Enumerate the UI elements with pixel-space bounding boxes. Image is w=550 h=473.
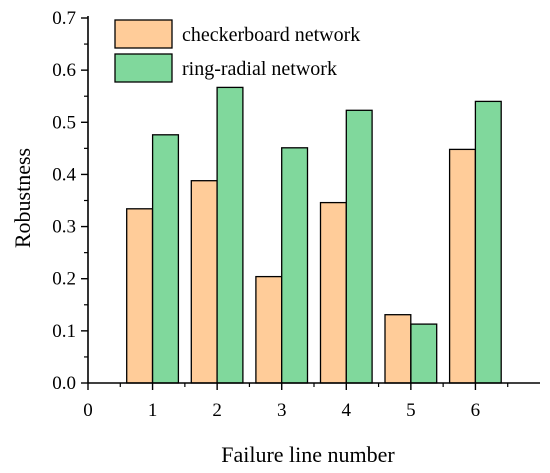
- legend-label-ring-radial: ring-radial network: [182, 58, 337, 80]
- bar-checkerboard-4: [319, 201, 347, 384]
- x-tick-label: 1: [148, 400, 158, 421]
- legend: checkerboard network ring-radial network: [114, 19, 360, 83]
- y-tick-label: 0.7: [52, 8, 76, 29]
- y-tick-label: 0.0: [52, 373, 76, 394]
- bars-group: [126, 86, 502, 384]
- x-axis-title: Failure line number: [221, 442, 395, 467]
- y-tick-label: 0.6: [52, 60, 76, 81]
- x-tick-label: 2: [212, 400, 222, 421]
- y-tick-label: 0.2: [52, 269, 76, 290]
- y-tick-label: 0.5: [52, 112, 76, 133]
- bar-checkerboard-3: [255, 275, 283, 384]
- bar-ring-radial-3: [281, 147, 309, 384]
- bar-ring-radial-5: [410, 323, 438, 384]
- legend-swatch-checkerboard: [114, 19, 173, 49]
- bar-ring-radial-1: [151, 134, 180, 384]
- bar-ring-radial-2: [216, 86, 244, 384]
- bar-checkerboard-1: [126, 208, 154, 384]
- bar-checkerboard-5: [384, 314, 412, 384]
- x-tick-label: 4: [342, 400, 352, 421]
- bar-checkerboard-6: [448, 148, 477, 384]
- y-tick-label: 0.3: [52, 217, 76, 238]
- y-axis-title: Robustness: [10, 148, 35, 248]
- legend-label-checkerboard: checkerboard network: [182, 24, 360, 46]
- x-tick-label: 6: [471, 400, 481, 421]
- y-tick-label: 0.1: [52, 321, 76, 342]
- y-tick-label: 0.4: [52, 164, 76, 185]
- x-tick-label: 5: [406, 400, 416, 421]
- bar-checkerboard-2: [190, 180, 218, 384]
- x-ticks-group: 0 1 2 3 4 5 6: [83, 383, 509, 421]
- bar-ring-radial-4: [345, 109, 373, 384]
- bar-ring-radial-6: [474, 100, 502, 384]
- x-tick-label: 0: [83, 400, 93, 421]
- legend-swatch-ring-radial: [114, 53, 173, 83]
- y-ticks-group: 0.0 0.1 0.2 0.3 0.4 0.5 0.6 0.7: [52, 8, 88, 394]
- x-tick-label: 3: [277, 400, 287, 421]
